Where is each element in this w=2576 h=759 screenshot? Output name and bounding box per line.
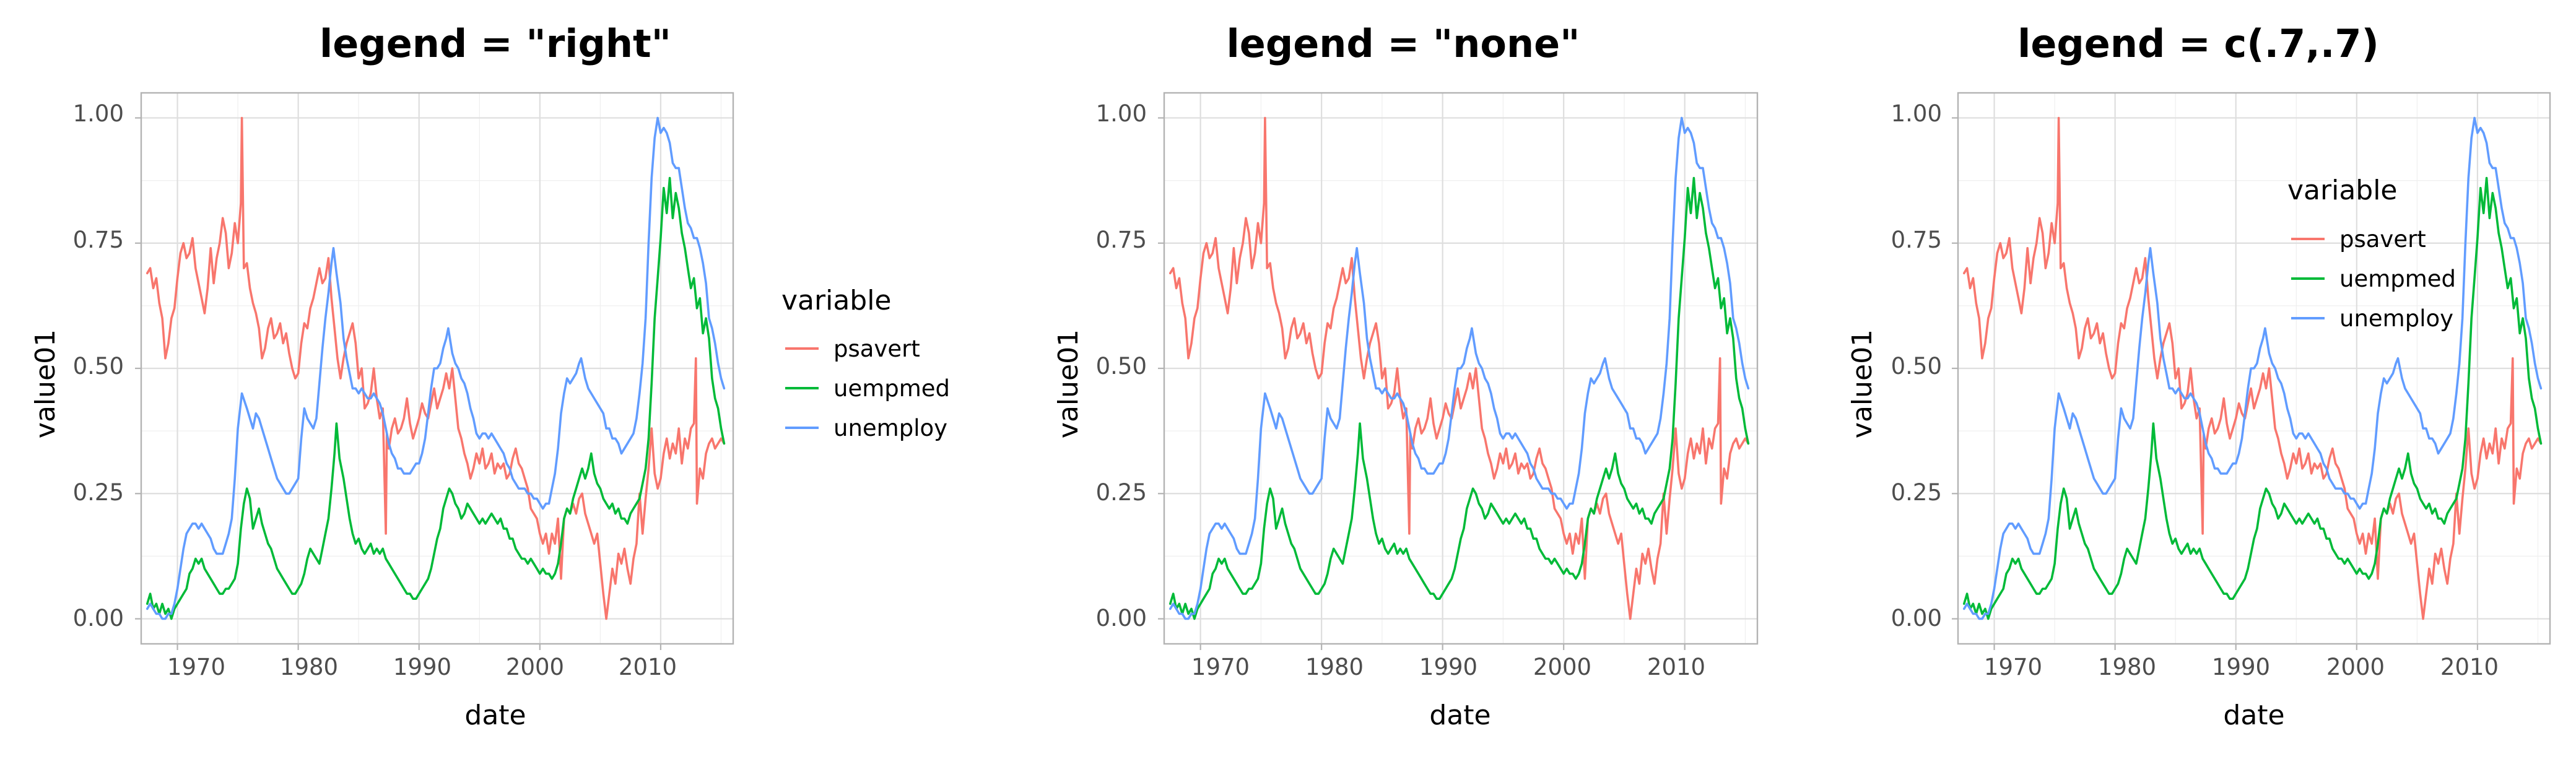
y-tick-label: 0.50 bbox=[1096, 353, 1147, 380]
x-tick-label: 2010 bbox=[2440, 654, 2499, 680]
x-tick-label: 1990 bbox=[2212, 654, 2270, 680]
legend-item: unemploy bbox=[785, 415, 947, 441]
x-tick-label: 2000 bbox=[2326, 654, 2385, 680]
y-tick-label: 0.00 bbox=[1891, 605, 1942, 631]
x-tick-label: 1970 bbox=[1984, 654, 2042, 680]
y-tick-label: 0.75 bbox=[1096, 227, 1147, 253]
legend-item: uempmed bbox=[785, 375, 950, 402]
legend-title: variable bbox=[781, 285, 892, 316]
x-axis-title: date bbox=[464, 700, 526, 731]
x-tick-label: 1990 bbox=[1419, 654, 1477, 680]
panel-legend-right: legend = "right" date value01 1.00 0.75 … bbox=[30, 21, 950, 731]
x-axis-title: date bbox=[1429, 700, 1490, 731]
y-axis-title: value01 bbox=[1847, 329, 1878, 438]
x-tick-label: 1970 bbox=[1191, 654, 1250, 680]
legend-label: unemploy bbox=[2339, 305, 2453, 332]
legend-item: psavert bbox=[785, 336, 920, 362]
series-line-uempmed bbox=[146, 176, 726, 620]
x-tick-label: 2000 bbox=[1533, 654, 1591, 680]
y-tick-label: 1.00 bbox=[73, 100, 124, 127]
legend-label: uempmed bbox=[833, 375, 950, 402]
series-line-psavert bbox=[146, 116, 726, 620]
y-tick-label: 0.50 bbox=[73, 353, 124, 380]
panel-title: legend = c(.7,.7) bbox=[2017, 21, 2379, 66]
y-axis-title: value01 bbox=[30, 329, 61, 438]
panel-border bbox=[1163, 92, 1759, 645]
x-tick-label: 1980 bbox=[280, 654, 338, 680]
legend-label: unemploy bbox=[833, 415, 947, 441]
x-tick-label: 1990 bbox=[393, 654, 451, 680]
panel-border bbox=[140, 92, 734, 645]
series-line-uempmed bbox=[1963, 176, 2543, 620]
series-line-unemploy bbox=[146, 116, 726, 620]
series-line-psavert bbox=[1169, 116, 1750, 620]
panel-border bbox=[1957, 92, 2551, 645]
plot-area bbox=[1158, 92, 1759, 650]
plot-area bbox=[1952, 92, 2551, 650]
x-tick-label: 1980 bbox=[1305, 654, 1364, 680]
series-line-psavert bbox=[1963, 116, 2543, 620]
legend-label: psavert bbox=[2339, 226, 2426, 253]
y-tick-label: 0.00 bbox=[73, 605, 124, 631]
x-tick-label: 2010 bbox=[1647, 654, 1705, 680]
series-line-uempmed bbox=[1169, 176, 1750, 620]
y-tick-label: 0.75 bbox=[73, 227, 124, 253]
legend-title: variable bbox=[2287, 175, 2398, 206]
y-tick-label: 0.50 bbox=[1891, 353, 1942, 380]
series-line-unemploy bbox=[1963, 116, 2543, 620]
legend-label: uempmed bbox=[2339, 266, 2456, 292]
y-tick-label: 0.25 bbox=[73, 479, 124, 506]
y-tick-label: 0.75 bbox=[1891, 227, 1942, 253]
x-tick-label: 1970 bbox=[167, 654, 225, 680]
y-tick-label: 0.00 bbox=[1096, 605, 1147, 631]
y-tick-label: 0.25 bbox=[1096, 479, 1147, 506]
x-tick-label: 1980 bbox=[2098, 654, 2156, 680]
y-tick-label: 1.00 bbox=[1096, 100, 1147, 127]
x-axis-title: date bbox=[2223, 700, 2284, 731]
series-line-unemploy bbox=[1169, 116, 1750, 620]
panel-title: legend = "right" bbox=[320, 21, 671, 66]
legend-label: psavert bbox=[833, 336, 920, 362]
x-tick-label: 2010 bbox=[619, 654, 677, 680]
panel-title: legend = "none" bbox=[1227, 21, 1580, 66]
panel-legend-inside: legend = c(.7,.7) date value01 1.00 0.75… bbox=[1847, 21, 2551, 731]
plot-area bbox=[135, 92, 734, 650]
legend: variable psavert uempmed unemploy bbox=[2287, 175, 2456, 332]
y-axis-title: value01 bbox=[1053, 329, 1084, 438]
legend: variable psavert uempmed unemploy bbox=[781, 285, 950, 441]
x-tick-label: 2000 bbox=[506, 654, 564, 680]
panel-legend-none: legend = "none" date value01 1.00 0.75 0… bbox=[1053, 21, 1759, 731]
y-tick-label: 1.00 bbox=[1891, 100, 1942, 127]
y-tick-label: 0.25 bbox=[1891, 479, 1942, 506]
